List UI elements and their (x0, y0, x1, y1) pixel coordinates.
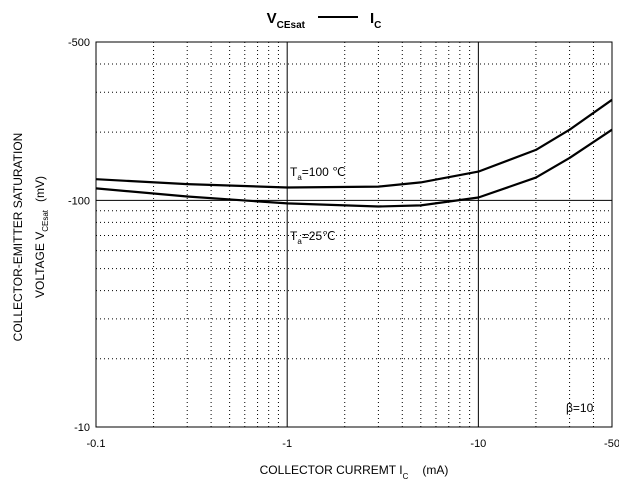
y-label-text: VOLTAGE V (33, 232, 47, 298)
y-label-sub: CEsat (41, 209, 50, 232)
y-label-unit: (mV) (33, 176, 47, 202)
y-tick-label: -100 (68, 195, 90, 207)
y-label-line2: VOLTAGE VCEsat (mV) (33, 176, 50, 298)
title-sub: C (374, 20, 381, 31)
x-tick-label: -0.1 (87, 438, 106, 450)
title-sub: CEsat (277, 20, 306, 31)
x-label-unit: (mA) (422, 463, 448, 477)
x-tick-label: -1 (282, 438, 292, 450)
series-label-t: T (290, 165, 298, 179)
series-label: Ta=25℃ (290, 229, 336, 246)
x-tick-label: -50 (604, 438, 619, 450)
plot-frame (95, 41, 613, 428)
series-label-rest: =100 ℃ (302, 165, 346, 179)
series-label: Ta=100 ℃ (290, 165, 346, 182)
series-label-t: T (290, 229, 298, 243)
y-label: COLLECTOR-EMITTER SATURATION VOLTAGE VCE… (11, 133, 50, 342)
series-label-sub: a (297, 173, 302, 182)
x-label: COLLECTOR CURREMT IC (mA) (260, 463, 449, 481)
title-v: V (267, 10, 277, 27)
curve (95, 98, 613, 189)
y-tick-label: -10 (74, 422, 90, 434)
y-label-line1: COLLECTOR-EMITTER SATURATION (11, 133, 25, 342)
x-tick-label: -10 (470, 438, 486, 450)
title-i: I (370, 10, 374, 27)
annotation: β=10 (566, 401, 594, 415)
series-label-sub: a (297, 237, 302, 246)
x-label-text: COLLECTOR CURREMT I (260, 463, 403, 477)
x-label-sub: C (403, 472, 409, 481)
title-b: IC (370, 10, 381, 31)
series-label-rest: =25℃ (302, 229, 336, 243)
curve (95, 128, 613, 208)
y-tick-label: -500 (68, 37, 90, 49)
title-a: VCEsat (267, 10, 306, 31)
